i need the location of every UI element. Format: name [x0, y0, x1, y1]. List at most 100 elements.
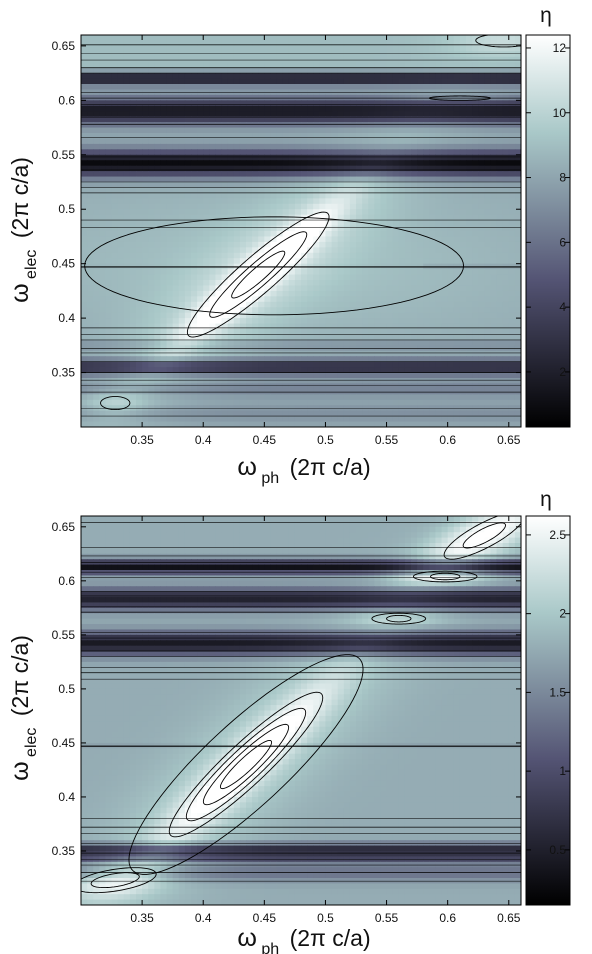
plot-top-group-heatmap-cell: [325, 187, 333, 194]
plot-top-group-heatmap-cell: [368, 198, 375, 205]
plot-top-group-heatmap-cell: [423, 122, 430, 129]
plot-top-group-heatmap-cell: [99, 116, 106, 123]
plot-top-group-heatmap-cell: [484, 399, 491, 406]
plot-top-group-heatmap-cell: [99, 399, 106, 406]
plot-top-group-heatmap-cell: [148, 105, 155, 112]
plot-top-group-heatmap-cell: [319, 171, 326, 178]
plot-top-group-heatmap-cell: [368, 67, 375, 74]
plot-top-group-heatmap-cell: [252, 280, 259, 286]
plot-top-group-heatmap-cell: [490, 334, 498, 341]
plot-top-group-heatmap-cell: [154, 133, 161, 139]
plot-top-group-heatmap-cell: [411, 339, 418, 346]
plot-top-group-heatmap-cell: [411, 182, 418, 188]
plot-top-group-heatmap-cell: [368, 122, 375, 129]
plot-top-group-heatmap-cell: [221, 285, 229, 292]
plot-top-group-heatmap-cell: [123, 241, 131, 248]
plot-top-group-heatmap-cell: [398, 51, 406, 58]
plot-top-group-heatmap-cell: [166, 252, 174, 259]
plot-top-group-heatmap-cell: [239, 350, 247, 357]
plot-top-group-heatmap-cell: [264, 111, 271, 118]
plot-top-group-heatmap-cell: [490, 307, 498, 314]
plot-top-group-heatmap-cell: [123, 231, 131, 237]
plot-top-group-heatmap-cell: [441, 329, 449, 335]
plot-top-group-heatmap-cell: [117, 165, 125, 172]
plot-top-group-heatmap-cell: [307, 209, 314, 216]
plot-top-group-heatmap-cell: [294, 269, 302, 276]
plot-top-group-heatmap-cell: [172, 269, 180, 276]
plot-top-group-heatmap-cell: [252, 334, 259, 341]
plot-top-group-heatmap-cell: [111, 122, 119, 129]
plot-top-group-heatmap-cell: [258, 323, 265, 330]
plot-top-group-heatmap-cell: [441, 258, 449, 265]
plot-top-group-heatmap-cell: [331, 258, 339, 265]
plot-top-group-heatmap-cell: [203, 111, 210, 118]
plot-top-group-heatmap-cell: [441, 198, 449, 205]
plot-top-group-heatmap-cell: [258, 301, 265, 308]
plot-top-group-heatmap-cell: [325, 78, 333, 85]
plot-top-group-heatmap-cell: [514, 231, 521, 237]
plot-top-group-heatmap-cell: [368, 165, 375, 172]
plot-top-group-heatmap-cell: [288, 149, 296, 156]
plot-top-group-heatmap-cell: [117, 62, 125, 69]
plot-top-group-heatmap-cell: [459, 35, 467, 41]
plot-top-group-heatmap-cell: [136, 252, 143, 259]
plot-top-group-heatmap-cell: [362, 399, 369, 406]
plot-top-group-heatmap-cell: [301, 143, 308, 150]
plot-top-group-heatmap-cell: [258, 154, 265, 161]
plot-top-group-heatmap-cell: [368, 301, 375, 308]
plot-top-group-heatmap-cell: [301, 149, 308, 156]
plot-top-group-heatmap-cell: [209, 165, 216, 172]
plot-top-group-heatmap-cell: [203, 339, 210, 346]
plot-top-group-heatmap-cell: [337, 84, 345, 90]
plot-top-group-heatmap-cell: [423, 334, 430, 341]
plot-top-group-heatmap-cell: [148, 62, 155, 69]
plot-top-group-heatmap-cell: [160, 339, 168, 346]
plot-top-group-heatmap-cell: [398, 192, 406, 199]
plot-top-group-heatmap-cell: [484, 258, 491, 265]
plot-top-group-heatmap-cell: [99, 274, 106, 281]
plot-top-group-heatmap-cell: [129, 116, 137, 123]
plot-top-group-heatmap-cell: [423, 105, 430, 112]
plot-top-group-heatmap-cell: [233, 301, 241, 308]
plot-top-group-heatmap-cell: [404, 339, 412, 346]
plot-top-group-heatmap-cell: [129, 285, 137, 292]
plot-top-group-heatmap-cell: [258, 361, 265, 368]
plot-top-group-heatmap-cell: [459, 73, 467, 80]
plot-top-group-heatmap-cell: [172, 214, 180, 221]
plot-top-group-heatmap-cell: [392, 339, 400, 346]
plot-top-group-heatmap-cell: [417, 350, 424, 357]
plot-top-group-heatmap-cell: [313, 122, 320, 129]
plot-top-group-heatmap-cell: [423, 154, 430, 161]
plot-top-group-heatmap-cell: [276, 182, 284, 188]
plot-top-group-heatmap-cell: [453, 209, 461, 216]
plot-top-group-heatmap-cell: [81, 45, 88, 52]
plot-top-group-heatmap-cell: [136, 111, 143, 118]
plot-top-group-heatmap-cell: [246, 323, 253, 330]
plot-top-group-heatmap-cell: [288, 192, 296, 199]
plot-top-group-heatmap-cell: [435, 116, 443, 123]
plot-top-group-heatmap-cell: [435, 171, 443, 178]
plot-top-group-heatmap-cell: [276, 301, 284, 308]
plot-top-group-heatmap-cell: [148, 312, 155, 319]
plot-top-group-heatmap-cell: [386, 182, 394, 188]
plot-top-group-heatmap-cell: [472, 111, 479, 118]
plot-top-group-heatmap-cell: [154, 62, 161, 69]
plot-top-group-heatmap-cell: [307, 67, 314, 74]
plot-top-group-heatmap-cell: [392, 383, 400, 390]
plot-top-group-heatmap-cell: [453, 350, 461, 357]
plot-top-group-heatmap-cell: [288, 280, 296, 286]
plot-top-group-heatmap-cell: [386, 231, 394, 237]
plot-top-group-heatmap-cell: [197, 247, 204, 254]
plot-top-group-heatmap-cell: [356, 236, 363, 243]
plot-top-group-heatmap-cell: [301, 105, 308, 112]
plot-top-group-heatmap-cell: [301, 280, 308, 286]
plot-top-group-heatmap-cell: [392, 122, 400, 129]
plot-top-group-heatmap-cell: [258, 143, 265, 150]
plot-top-group-heatmap-cell: [380, 78, 388, 85]
plot-top-group-heatmap-cell: [313, 356, 320, 363]
plot-top-group-heatmap-cell: [264, 296, 271, 303]
plot-top-group-heatmap-cell: [123, 84, 131, 90]
plot-top-group-heatmap-cell: [368, 62, 375, 69]
plot-top-group-heatmap-cell: [411, 285, 418, 292]
plot-top-group-heatmap-cell: [331, 329, 339, 335]
